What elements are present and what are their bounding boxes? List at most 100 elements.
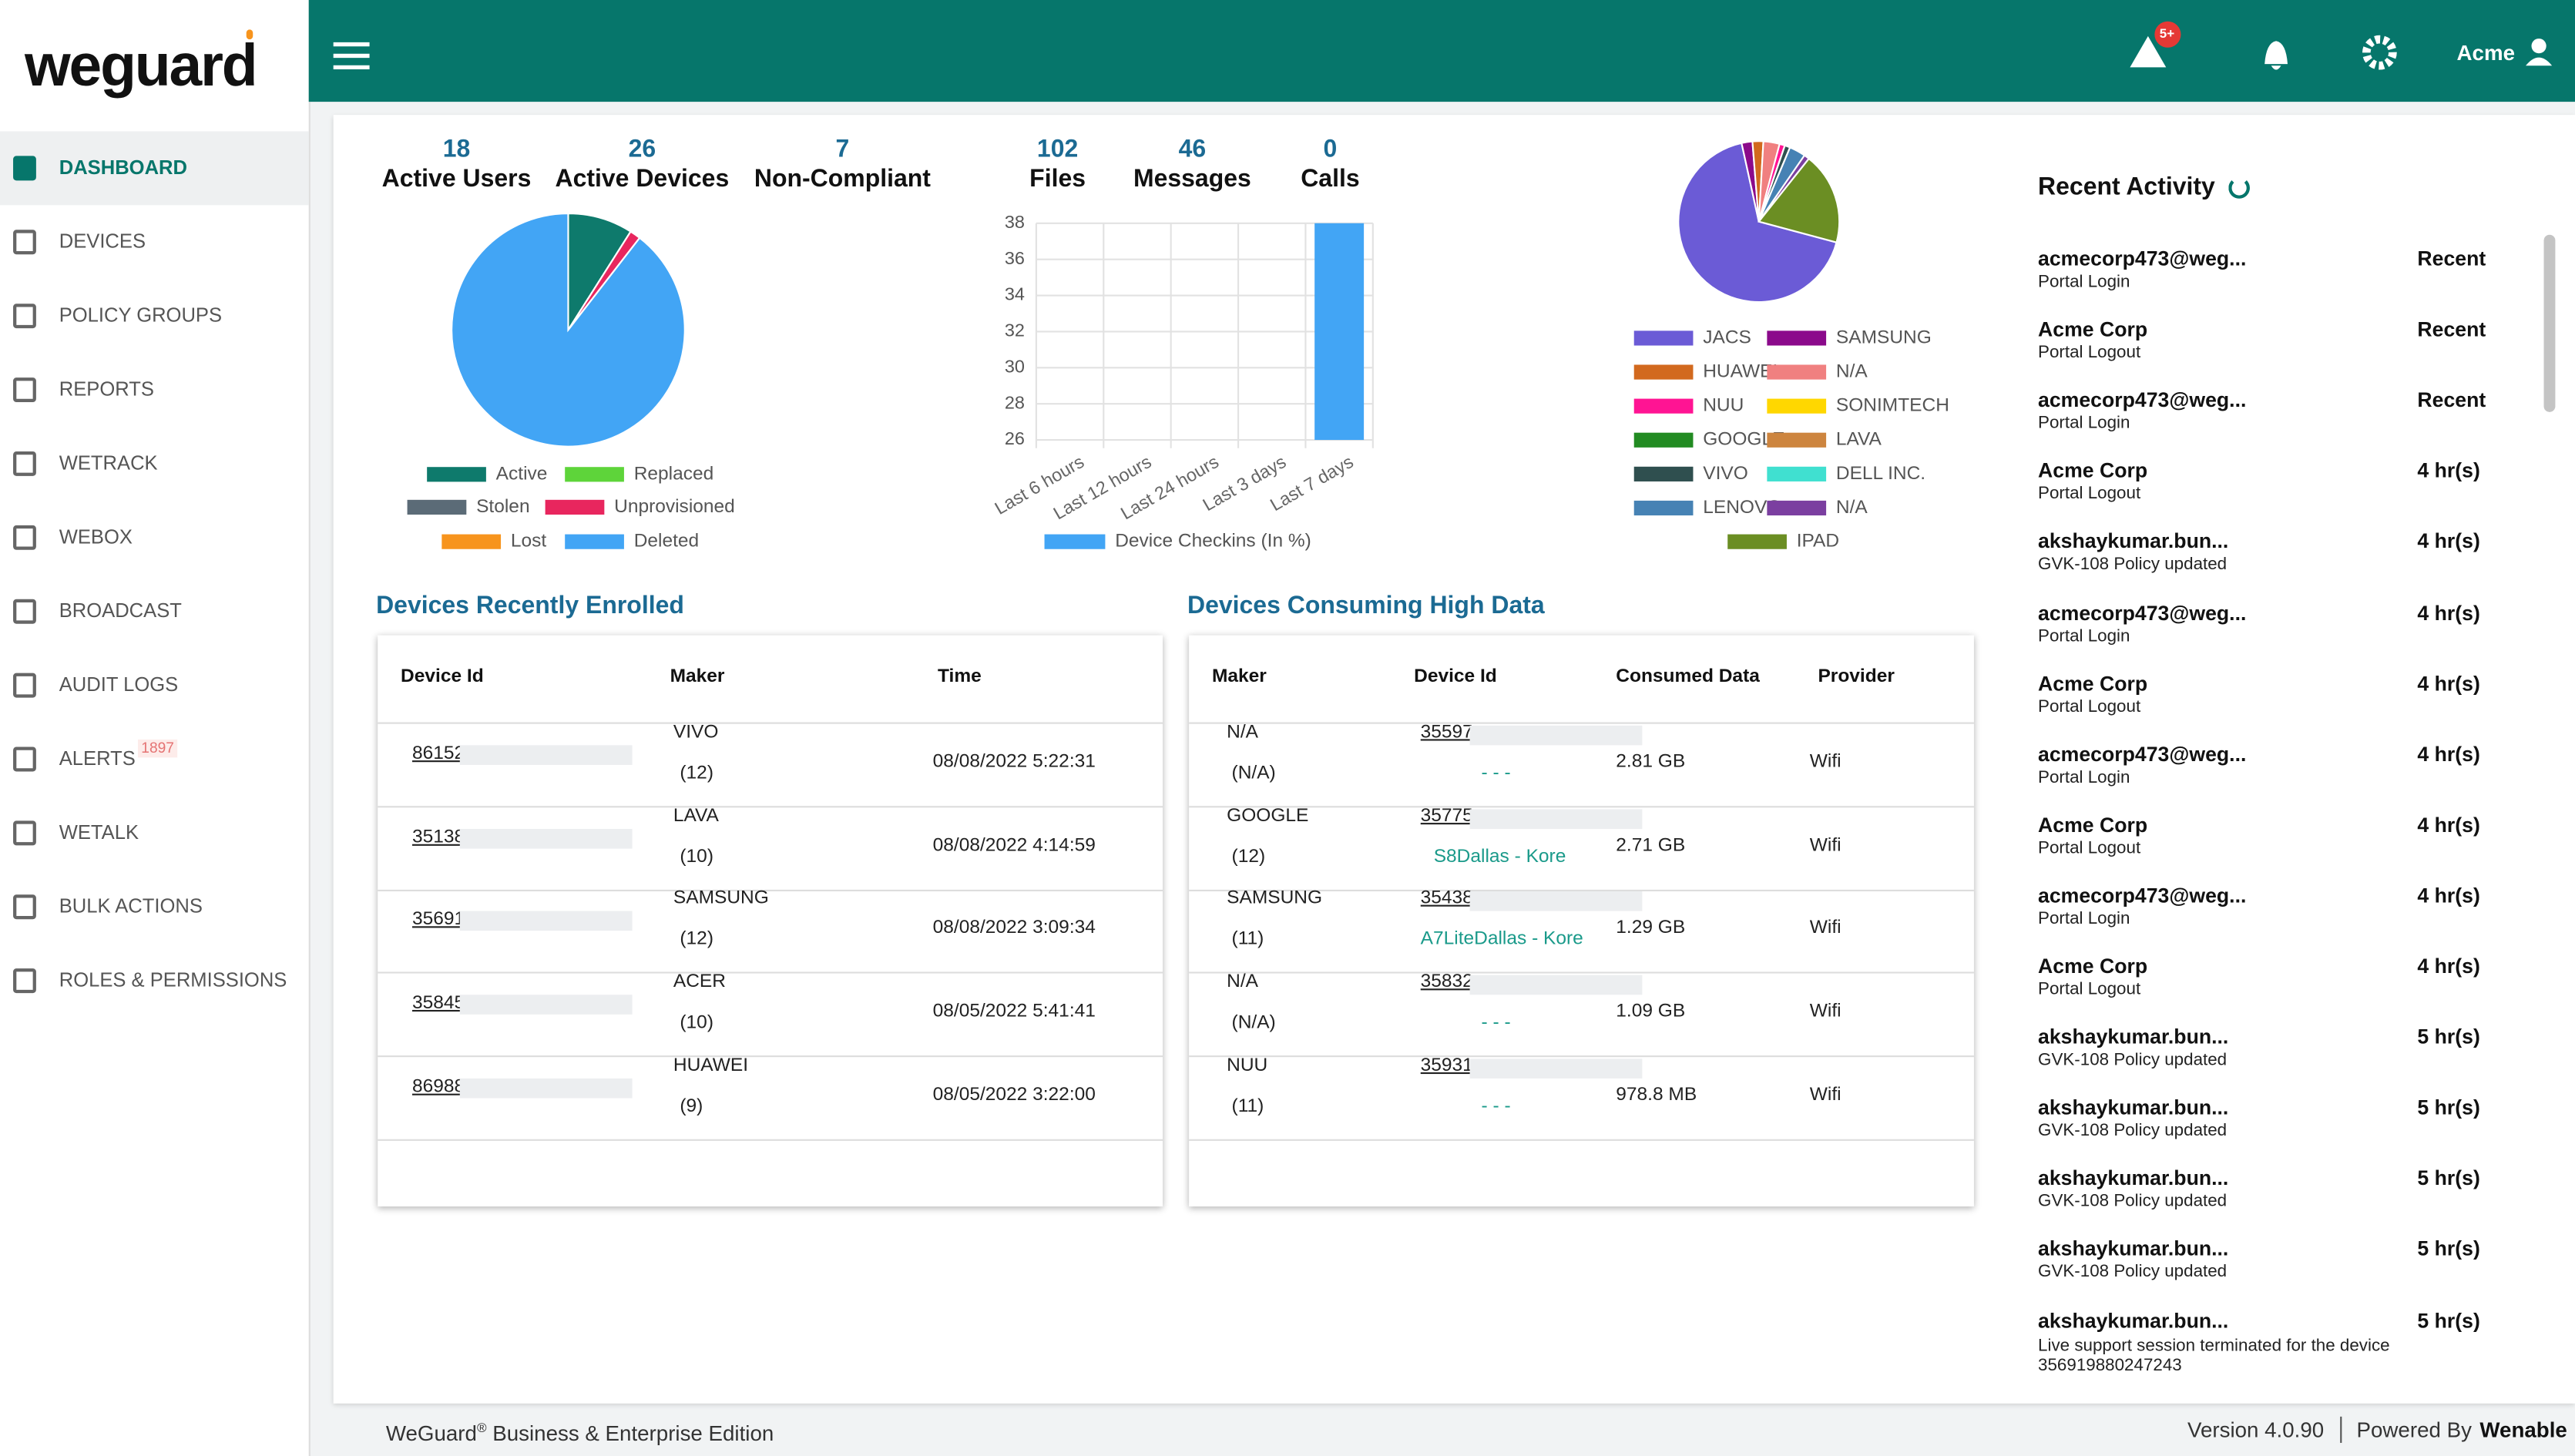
menu-toggle[interactable]: [333, 42, 370, 70]
activity-time: 4 hr(s): [2417, 813, 2480, 837]
provider: Wifi: [1809, 1001, 1841, 1022]
settings-icon[interactable]: [2362, 35, 2397, 70]
device-id-link[interactable]: 35138: [411, 828, 462, 847]
menu-icon: [13, 673, 36, 698]
menu-item[interactable]: BROADCAST: [59, 599, 182, 622]
masked-id: [459, 911, 633, 931]
bell-icon[interactable]: [2264, 41, 2288, 70]
device-id-link[interactable]: 35931: [1420, 1057, 1472, 1075]
table-title: Devices Recently Enrolled: [376, 592, 684, 620]
device-count: (11): [1231, 930, 1264, 950]
sidebar: [0, 0, 311, 1456]
stat-value: 7: [835, 135, 850, 164]
activity-user: acmecorp473@weg...: [2038, 388, 2247, 412]
activity-user: akshaykumar.bun...: [2038, 1025, 2229, 1049]
menu-item[interactable]: DASHBOARD: [59, 156, 187, 179]
stat-value: 26: [628, 135, 656, 164]
menu-item[interactable]: REPORTS: [59, 377, 154, 401]
activity-user: akshaykumar.bun...: [2038, 530, 2229, 554]
device-id-link[interactable]: 35438: [1420, 891, 1472, 909]
row-divider: [378, 1139, 1163, 1141]
column-header: Device Id: [1414, 666, 1497, 687]
activity-action: Portal Logout: [2038, 979, 2141, 1000]
activity-user: akshaykumar.bun...: [2038, 1096, 2229, 1120]
activity-user: acmecorp473@weg...: [2038, 601, 2247, 625]
user-name[interactable]: Acme: [2456, 40, 2516, 65]
device-id-link[interactable]: 35775: [1420, 807, 1472, 826]
menu-item[interactable]: WETALK: [59, 820, 139, 844]
footer-company: Wenable: [2479, 1417, 2567, 1442]
menu-active-bg: [0, 131, 309, 206]
activity-time: 5 hr(s): [2417, 1025, 2480, 1049]
menu-item[interactable]: WETRACK: [59, 451, 158, 475]
activity-action: Portal Login: [2038, 626, 2130, 646]
activity-time: 5 hr(s): [2417, 1096, 2480, 1120]
activity-time: 5 hr(s): [2417, 1308, 2480, 1332]
device-count: (9): [680, 1096, 703, 1117]
device-count: (12): [1231, 847, 1266, 867]
device-count: (N/A): [1231, 1013, 1276, 1033]
activity-user: akshaykumar.bun...: [2038, 1167, 2229, 1190]
activity-action: GVK-108 Policy updated: [2038, 555, 2228, 575]
device-count: (10): [680, 1013, 713, 1033]
activity-time: 4 hr(s): [2417, 743, 2480, 766]
activity-action: Live support session terminated for the …: [2038, 1335, 2390, 1376]
row-divider: [378, 806, 1163, 808]
activity-action: Portal Logout: [2038, 343, 2141, 363]
activity-time: 5 hr(s): [2417, 1167, 2480, 1190]
device-id-link[interactable]: 86988: [411, 1079, 462, 1097]
device-id-link[interactable]: 35691: [411, 911, 462, 931]
menu-item[interactable]: ALERTS: [59, 746, 136, 770]
menu-item[interactable]: BULK ACTIONS: [59, 894, 203, 918]
stat-label: Non-Compliant: [754, 165, 931, 193]
consumed-data: 1.09 GB: [1616, 1001, 1686, 1022]
row-divider: [378, 972, 1163, 975]
column-header: Provider: [1818, 666, 1895, 687]
activity-action: Portal Logout: [2038, 696, 2141, 716]
maker: N/A: [1227, 723, 1259, 743]
stat-value: 46: [1178, 135, 1207, 164]
footer-reg: ®: [476, 1420, 487, 1436]
provider: Wifi: [1809, 1085, 1841, 1105]
footer-separator: [2340, 1416, 2342, 1443]
activity-action: Portal Logout: [2038, 837, 2141, 858]
device-id-link[interactable]: 35845: [411, 995, 462, 1014]
activity-title: Recent Activity: [2038, 173, 2215, 202]
header-divider: [378, 722, 1163, 724]
user-icon-body[interactable]: [2526, 57, 2553, 66]
activity-time: 4 hr(s): [2417, 530, 2480, 554]
menu-item[interactable]: ROLES & PERMISSIONS: [59, 968, 287, 991]
masked-id: [1469, 891, 1643, 912]
alert-icon[interactable]: [2130, 35, 2167, 68]
provider: Wifi: [1809, 752, 1841, 772]
device-group: - - -: [1481, 1013, 1511, 1033]
activity-time: 4 hr(s): [2417, 954, 2480, 978]
device-id-link[interactable]: 86152: [411, 745, 462, 764]
device-count: (12): [680, 763, 713, 783]
menu-icon: [13, 746, 36, 772]
activity-action: Portal Logout: [2038, 484, 2141, 505]
column-header: Device Id: [401, 666, 484, 687]
maker: LAVA: [673, 806, 719, 826]
table-box: [1189, 635, 1974, 1207]
row-divider: [378, 1055, 1163, 1058]
menu-item[interactable]: DEVICES: [59, 230, 146, 253]
maker: VIVO: [673, 723, 719, 743]
menu-icon: [13, 525, 36, 550]
menu-item[interactable]: WEBOX: [59, 525, 133, 549]
stat-label: Active Devices: [555, 165, 730, 193]
device-id-link[interactable]: 35597: [1420, 724, 1472, 743]
device-group: S8Dallas - Kore: [1433, 847, 1566, 867]
activity-time: 4 hr(s): [2417, 459, 2480, 483]
menu-item[interactable]: AUDIT LOGS: [59, 673, 179, 696]
refresh-icon: [2228, 177, 2250, 199]
user-icon-head[interactable]: [2531, 39, 2546, 54]
activity-user: acmecorp473@weg...: [2038, 247, 2247, 271]
device-id-link[interactable]: 35832: [1420, 974, 1472, 992]
menu-item[interactable]: POLICY GROUPS: [59, 304, 223, 327]
column-header: Maker: [670, 666, 725, 687]
stat-value: 0: [1323, 135, 1338, 164]
activity-time: Recent: [2417, 318, 2486, 341]
activity-user: Acme Corp: [2038, 672, 2148, 696]
menu-icon: [13, 156, 36, 181]
